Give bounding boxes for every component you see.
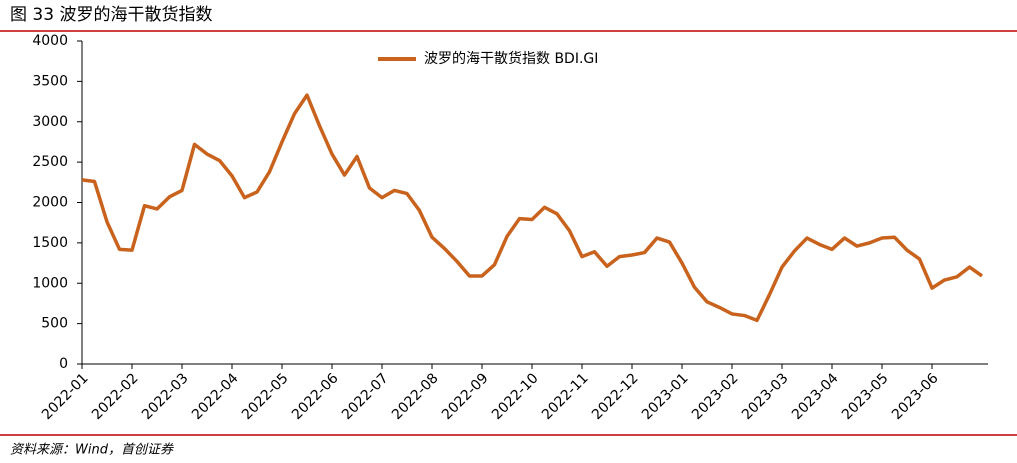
x-tick-label: 2023-02 [689,370,742,423]
x-tick-label: 2022-10 [489,370,542,423]
x-tick-label: 2023-03 [739,370,792,423]
x-tick-label: 2022-01 [39,370,92,423]
x-tick-label: 2023-01 [639,370,692,423]
x-tick-label: 2022-08 [389,370,442,423]
x-tick-label: 2022-03 [139,370,192,423]
y-tick-label: 2000 [32,195,68,211]
x-tick-label: 2022-04 [189,370,242,423]
y-tick-label: 0 [59,356,68,372]
y-tick-label: 3000 [32,114,68,130]
y-tick-label: 2500 [32,154,68,170]
source: 资料来源：Wind，首创证券 [10,443,174,458]
x-tick-label: 2022-11 [539,370,592,423]
y-tick-label: 3500 [32,73,68,89]
y-tick-label: 500 [41,316,68,332]
y-tick-label: 4000 [32,33,68,49]
x-tick-label: 2022-06 [289,370,342,423]
y-tick-label: 1000 [32,275,68,291]
x-tick-label: 2023-04 [789,370,842,423]
x-tick-label: 2022-02 [89,370,142,423]
x-tick-label: 2023-05 [839,370,892,423]
legend-label: 波罗的海干散货指数 BDI.GI [424,50,598,67]
y-tick-label: 1500 [32,235,68,251]
x-tick-label: 2023-06 [889,370,942,423]
chart-title: 图 33 波罗的海干散货指数 [10,5,212,25]
x-tick-label: 2022-12 [589,370,642,423]
series-line [81,93,984,323]
x-tick-label: 2022-05 [239,370,292,423]
x-tick-label: 2022-09 [439,370,492,423]
x-tick-label: 2022-07 [339,370,392,423]
